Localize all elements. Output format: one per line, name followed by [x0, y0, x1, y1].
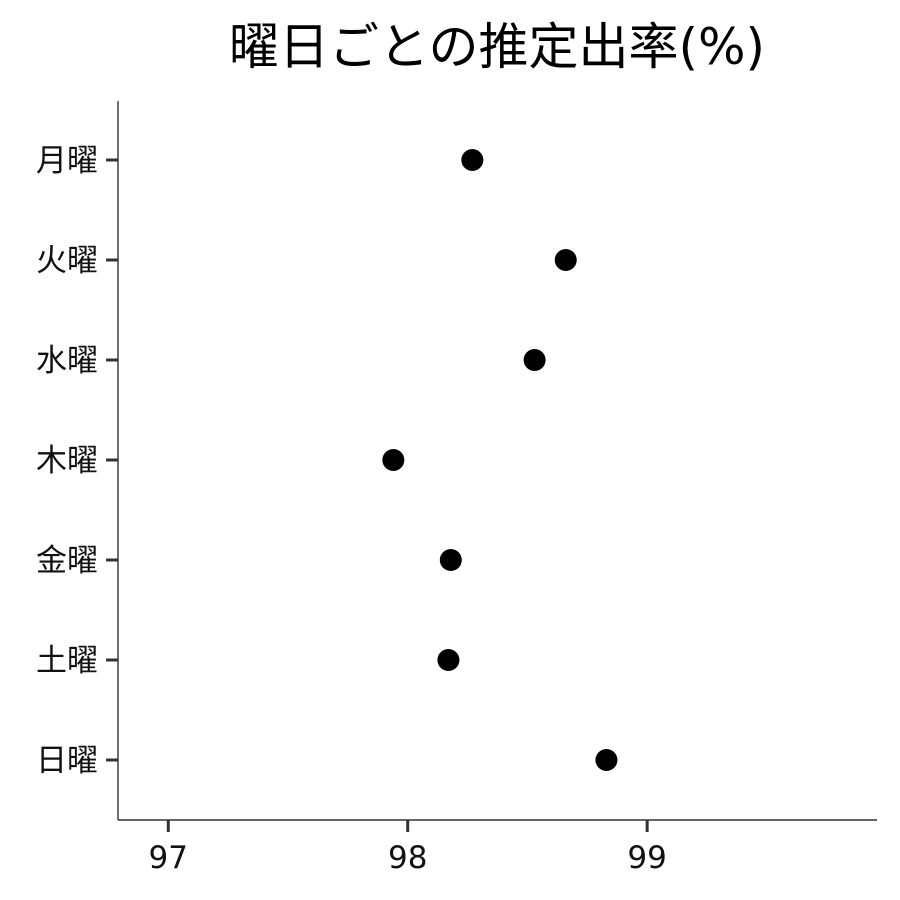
- data-point: [461, 149, 484, 171]
- data-point: [595, 749, 618, 771]
- x-tick-label: 99: [627, 840, 666, 876]
- chart-title: 曜日ごとの推定出率(%): [229, 18, 765, 76]
- data-points: [382, 149, 618, 771]
- y-tick-label: 火曜: [36, 243, 98, 279]
- data-point: [437, 649, 460, 671]
- x-tick-label: 97: [149, 840, 188, 876]
- data-point: [523, 349, 546, 371]
- y-tick-label: 水曜: [36, 343, 98, 379]
- x-axis-ticks: 97 98 99: [149, 820, 667, 876]
- y-tick-label: 土曜: [36, 643, 98, 679]
- y-tick-label: 日曜: [36, 743, 98, 779]
- x-tick-label: 98: [388, 840, 427, 876]
- data-point: [554, 249, 577, 271]
- y-tick-label: 金曜: [36, 543, 98, 579]
- data-point: [439, 549, 462, 571]
- data-point: [382, 449, 405, 471]
- y-tick-label: 木曜: [36, 443, 98, 479]
- y-tick-label: 月曜: [36, 143, 98, 179]
